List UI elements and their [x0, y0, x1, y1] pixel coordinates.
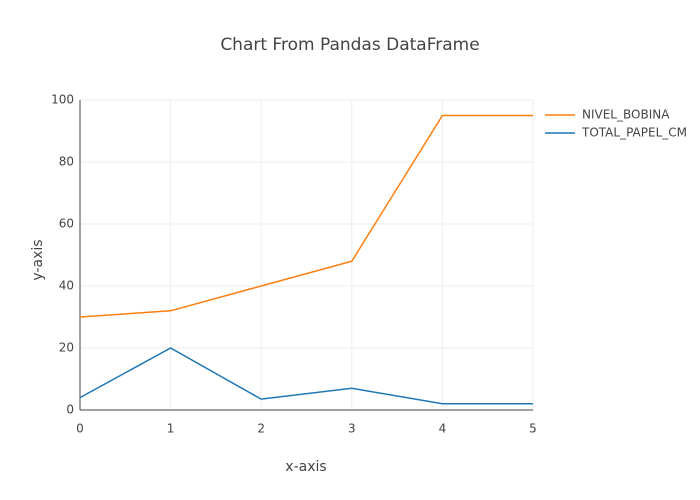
x-tick-label: 2: [257, 422, 265, 436]
series-line: [79, 347, 533, 405]
y-tick-label: 20: [59, 341, 74, 355]
x-tick-label: 5: [529, 422, 537, 436]
legend-label: TOTAL_PAPEL_CM: [581, 126, 687, 140]
y-tick-label: 60: [59, 217, 74, 231]
x-tick-label: 0: [76, 422, 84, 436]
y-tick-label: 40: [59, 279, 74, 293]
series-line: [79, 114, 533, 318]
chart-title: Chart From Pandas DataFrame: [220, 35, 479, 55]
x-axis-title: x-axis: [285, 459, 326, 475]
y-tick-label: 0: [66, 403, 74, 417]
y-tick-label: 100: [51, 93, 74, 107]
legend-label: NIVEL_BOBINA: [582, 108, 670, 122]
x-tick-label: 3: [348, 422, 356, 436]
x-tick-label: 4: [439, 422, 447, 436]
x-tick-label: 1: [167, 422, 175, 436]
y-axis-title: y-axis: [30, 239, 46, 280]
y-tick-label: 80: [59, 155, 74, 169]
